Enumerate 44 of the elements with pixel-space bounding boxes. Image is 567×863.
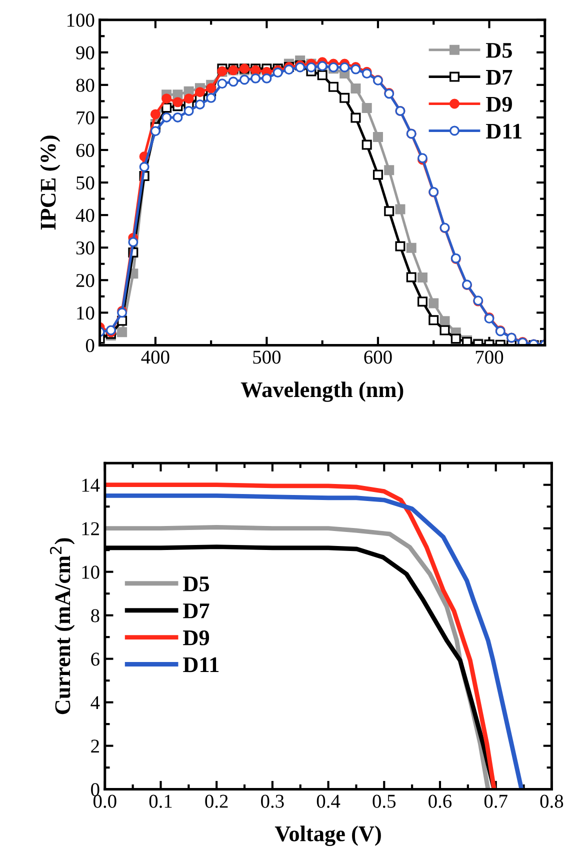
x-tick-label: 0.2 <box>205 794 228 808</box>
y-tick-label: 20 <box>76 274 94 288</box>
legend-label: D9 <box>183 630 210 646</box>
y-tick-label: 6 <box>91 652 100 666</box>
y-tick-label: 14 <box>82 478 100 492</box>
legend-label: D5 <box>486 43 512 58</box>
y-tick-label: 2 <box>91 740 99 753</box>
y-tick-label: 80 <box>76 78 94 92</box>
y-tick-label: 12 <box>82 522 99 536</box>
y-tick-label: 4 <box>90 696 100 710</box>
y-tick-label: 40 <box>76 208 94 222</box>
legend-label: D11 <box>183 657 219 672</box>
y-tick-label: 10 <box>77 306 94 320</box>
legend-label: D9 <box>486 96 512 112</box>
y-tick-label: 60 <box>76 144 94 157</box>
legend-label: D5 <box>183 576 210 592</box>
x-tick-label: 0.6 <box>428 794 452 808</box>
x-tick-label: 700 <box>476 350 504 364</box>
y-tick-label: 8 <box>91 609 100 622</box>
legend-label: D7 <box>486 70 512 85</box>
x-tick-label: 0.5 <box>372 794 396 808</box>
x-tick-label: 500 <box>253 350 281 364</box>
y-tick-label: 50 <box>76 176 94 190</box>
x-tick-label: 0.3 <box>261 794 284 808</box>
x-tick-label: 0.1 <box>149 794 172 808</box>
x-tick-label: 600 <box>364 350 392 364</box>
y-tick-label: 0 <box>91 783 100 796</box>
x-tick-label: 0.4 <box>316 794 340 808</box>
y-tick-label: 0 <box>86 339 94 352</box>
x-tick-label: 0.7 <box>484 794 508 808</box>
legend-label: D11 <box>486 124 522 139</box>
y-axis-title: IPCE (%) <box>40 136 60 230</box>
x-axis-title: Wavelength (nm) <box>240 382 404 402</box>
y-tick-label: 70 <box>76 111 94 124</box>
x-axis-title: Voltage (V) <box>274 826 381 846</box>
x-tick-label: 400 <box>141 350 170 364</box>
y-tick-label: 100 <box>67 14 94 27</box>
x-tick-label: 0.0 <box>93 794 116 808</box>
legend-label: D7 <box>183 604 210 618</box>
y-tick-label: 90 <box>76 46 94 60</box>
y-tick-label: 30 <box>76 241 94 255</box>
y-axis-title: Current (mA/cm$^{2}$) <box>50 538 75 714</box>
x-tick-label: 0.8 <box>540 794 564 808</box>
y-tick-label: 10 <box>82 566 100 579</box>
